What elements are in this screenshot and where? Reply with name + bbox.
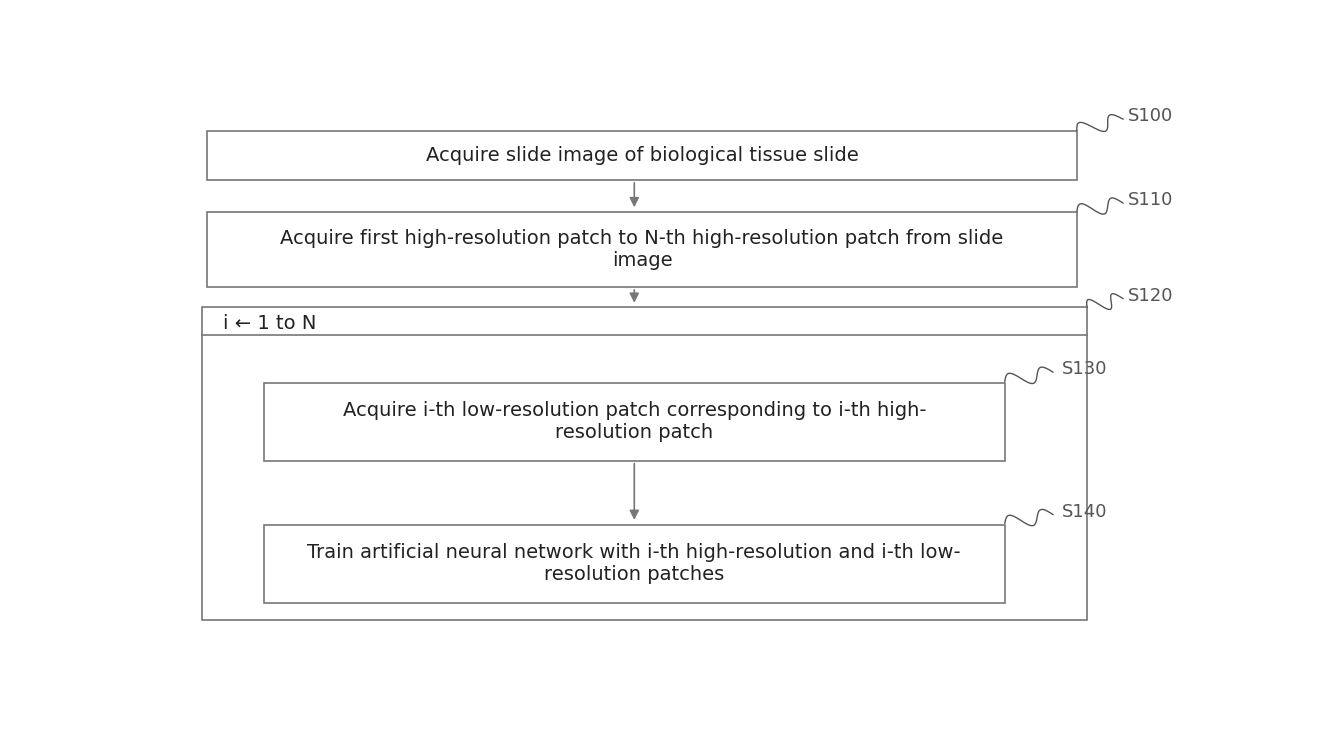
Bar [202, 308, 1088, 620]
Text: S110: S110 [1129, 191, 1174, 209]
Text: S120: S120 [1129, 287, 1174, 305]
Text: S130: S130 [1061, 360, 1108, 378]
Bar [207, 131, 1077, 180]
Bar [264, 383, 1005, 461]
Text: Acquire i-th low-resolution patch corresponding to i-th high-
resolution patch: Acquire i-th low-resolution patch corres… [343, 402, 926, 442]
Bar [264, 525, 1005, 602]
Text: S100: S100 [1129, 108, 1174, 126]
Text: i ← 1 to N: i ← 1 to N [223, 314, 316, 332]
Bar [207, 212, 1077, 287]
Text: Acquire first high-resolution patch to N-th high-resolution patch from slide
ima: Acquire first high-resolution patch to N… [280, 229, 1004, 270]
Text: Train artificial neural network with i-th high-resolution and i-th low-
resoluti: Train artificial neural network with i-t… [308, 543, 961, 584]
Text: Acquire slide image of biological tissue slide: Acquire slide image of biological tissue… [426, 146, 858, 165]
Text: S140: S140 [1061, 503, 1108, 521]
